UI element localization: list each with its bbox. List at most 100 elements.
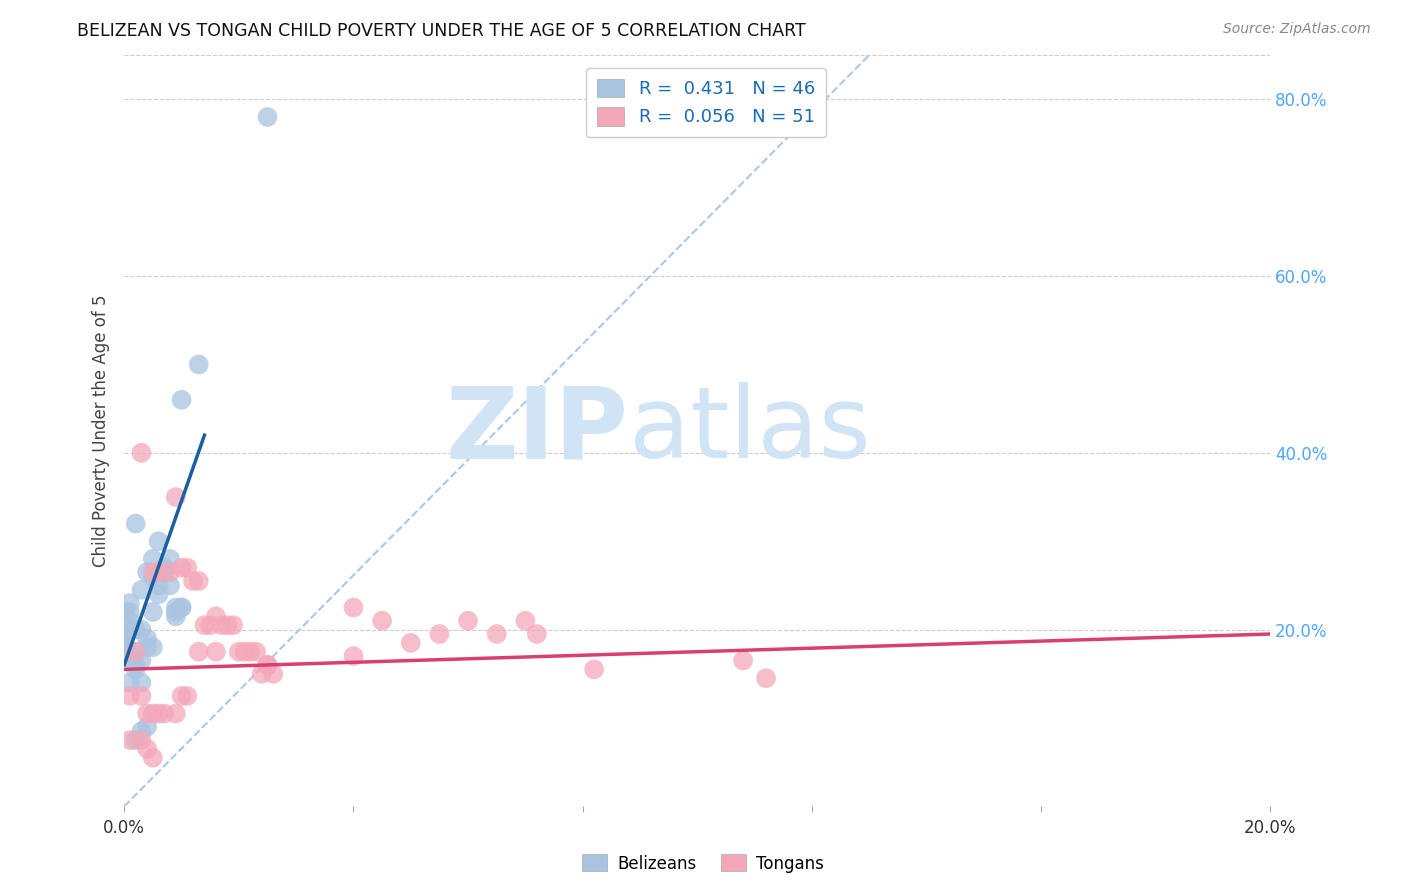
Point — [142, 706, 165, 721]
Point — [136, 742, 159, 756]
Point — [136, 640, 159, 655]
Point — [228, 645, 250, 659]
Point — [118, 614, 141, 628]
Point — [153, 565, 176, 579]
Point — [198, 618, 221, 632]
Point — [118, 689, 141, 703]
Point — [515, 614, 537, 628]
Point — [148, 565, 170, 579]
Point — [165, 600, 187, 615]
Point — [153, 706, 176, 721]
Point — [131, 582, 153, 597]
Point — [342, 649, 364, 664]
Text: Source: ZipAtlas.com: Source: ZipAtlas.com — [1223, 22, 1371, 37]
Point — [125, 657, 148, 672]
Point — [136, 706, 159, 721]
Point — [165, 605, 187, 619]
Point — [112, 627, 135, 641]
Point — [256, 657, 278, 672]
Point — [245, 645, 267, 659]
Point — [583, 662, 606, 676]
Point — [159, 578, 181, 592]
Point — [125, 645, 148, 659]
Point — [165, 490, 187, 504]
Point — [755, 671, 778, 685]
Point — [125, 662, 148, 676]
Point — [217, 618, 239, 632]
Text: BELIZEAN VS TONGAN CHILD POVERTY UNDER THE AGE OF 5 CORRELATION CHART: BELIZEAN VS TONGAN CHILD POVERTY UNDER T… — [77, 22, 806, 40]
Point — [131, 446, 153, 460]
Point — [125, 645, 148, 659]
Point — [142, 565, 165, 579]
Point — [142, 569, 165, 583]
Point — [118, 596, 141, 610]
Point — [222, 618, 245, 632]
Point — [429, 627, 451, 641]
Point — [131, 689, 153, 703]
Point — [142, 552, 165, 566]
Point — [239, 645, 262, 659]
Point — [165, 706, 187, 721]
Point — [399, 636, 422, 650]
Point — [131, 675, 153, 690]
Point — [165, 609, 187, 624]
Point — [112, 636, 135, 650]
Point — [112, 605, 135, 619]
Point — [112, 605, 135, 619]
Point — [205, 609, 228, 624]
Point — [131, 623, 153, 637]
Text: ZIP: ZIP — [446, 383, 628, 479]
Text: atlas: atlas — [628, 383, 870, 479]
Point — [136, 720, 159, 734]
Point — [187, 574, 209, 588]
Point — [211, 618, 233, 632]
Point — [131, 733, 153, 747]
Point — [148, 534, 170, 549]
Point — [733, 654, 755, 668]
Point — [148, 706, 170, 721]
Point — [159, 552, 181, 566]
Point — [233, 645, 256, 659]
Point — [205, 645, 228, 659]
Point — [250, 666, 273, 681]
Point — [485, 627, 508, 641]
Legend: R =  0.431   N = 46, R =  0.056   N = 51: R = 0.431 N = 46, R = 0.056 N = 51 — [586, 68, 825, 137]
Point — [153, 560, 176, 574]
Point — [131, 724, 153, 739]
Point — [170, 600, 193, 615]
Point — [112, 645, 135, 659]
Point — [125, 516, 148, 531]
Point — [118, 675, 141, 690]
Point — [136, 565, 159, 579]
Point — [125, 623, 148, 637]
Point — [193, 618, 215, 632]
Point — [118, 733, 141, 747]
Point — [256, 110, 278, 124]
Point — [187, 358, 209, 372]
Point — [187, 645, 209, 659]
Point — [112, 632, 135, 646]
Point — [142, 605, 165, 619]
Point — [170, 560, 193, 574]
Point — [142, 750, 165, 764]
Legend: Belizeans, Tongans: Belizeans, Tongans — [575, 847, 831, 880]
Point — [526, 627, 548, 641]
Point — [176, 689, 198, 703]
Point — [457, 614, 479, 628]
Point — [262, 666, 284, 681]
Y-axis label: Child Poverty Under the Age of 5: Child Poverty Under the Age of 5 — [93, 294, 110, 567]
Point — [118, 649, 141, 664]
Point — [256, 657, 278, 672]
Point — [118, 623, 141, 637]
Point — [136, 632, 159, 646]
Point — [371, 614, 394, 628]
Point — [148, 587, 170, 601]
Point — [170, 600, 193, 615]
Point — [125, 733, 148, 747]
Point — [159, 565, 181, 579]
Point — [342, 600, 364, 615]
Point — [131, 654, 153, 668]
Point — [181, 574, 204, 588]
Point — [176, 560, 198, 574]
Point — [118, 605, 141, 619]
